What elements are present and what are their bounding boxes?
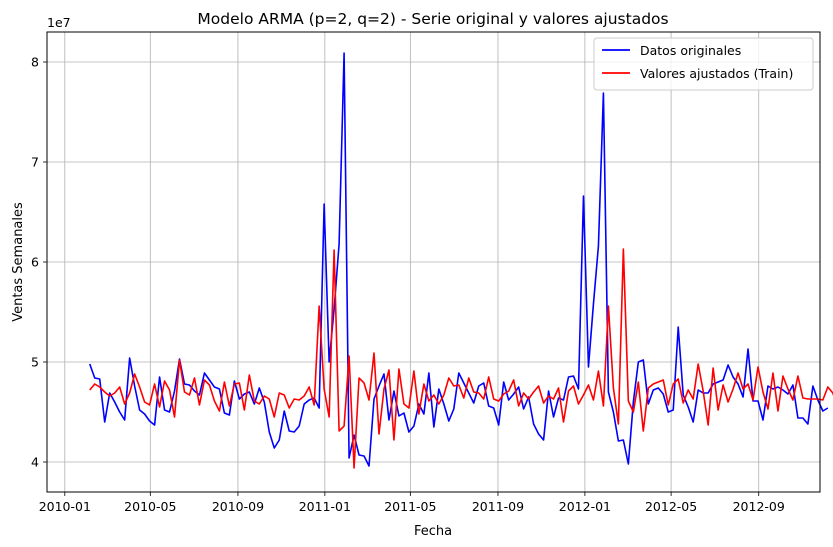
y-axis-offset-label: 1e7 (47, 15, 71, 30)
series-layer (88, 52, 833, 469)
chart-title: Modelo ARMA (p=2, q=2) - Serie original … (197, 10, 668, 28)
y-axis: 4 5 6 7 8 (31, 55, 47, 470)
x-axis: 2010-01 2010-05 2010-09 2011-01 2011-05 2011-… (39, 492, 785, 514)
x-tick-label: 2011-05 (384, 499, 436, 514)
legend: Datos originales Valores ajustados (Trai… (593, 37, 814, 91)
series-line-original (88, 52, 829, 467)
x-axis-label: Fecha (414, 524, 452, 539)
x-tick-label: 2011-09 (472, 499, 524, 514)
y-tick-label: 4 (31, 455, 39, 470)
x-tick-label: 2012-09 (733, 499, 785, 514)
x-tick-label: 2012-05 (645, 499, 697, 514)
x-tick-label: 2010-01 (39, 499, 91, 514)
y-tick-label: 8 (31, 55, 39, 70)
x-tick-label: 2010-09 (212, 499, 264, 514)
legend-box (593, 37, 814, 91)
grid-lines (47, 32, 820, 492)
x-tick-label: 2012-01 (559, 499, 611, 514)
y-axis-label: Ventas Semanales (11, 202, 26, 322)
legend-label-original: Datos originales (640, 43, 741, 58)
y-tick-label: 5 (31, 355, 39, 370)
y-tick-label: 7 (31, 155, 39, 170)
x-tick-label: 2010-05 (124, 499, 176, 514)
y-tick-label: 6 (31, 255, 39, 270)
series-line-fitted (89, 248, 833, 469)
x-tick-label: 2011-01 (299, 499, 351, 514)
legend-label-fitted: Valores ajustados (Train) (640, 66, 793, 81)
